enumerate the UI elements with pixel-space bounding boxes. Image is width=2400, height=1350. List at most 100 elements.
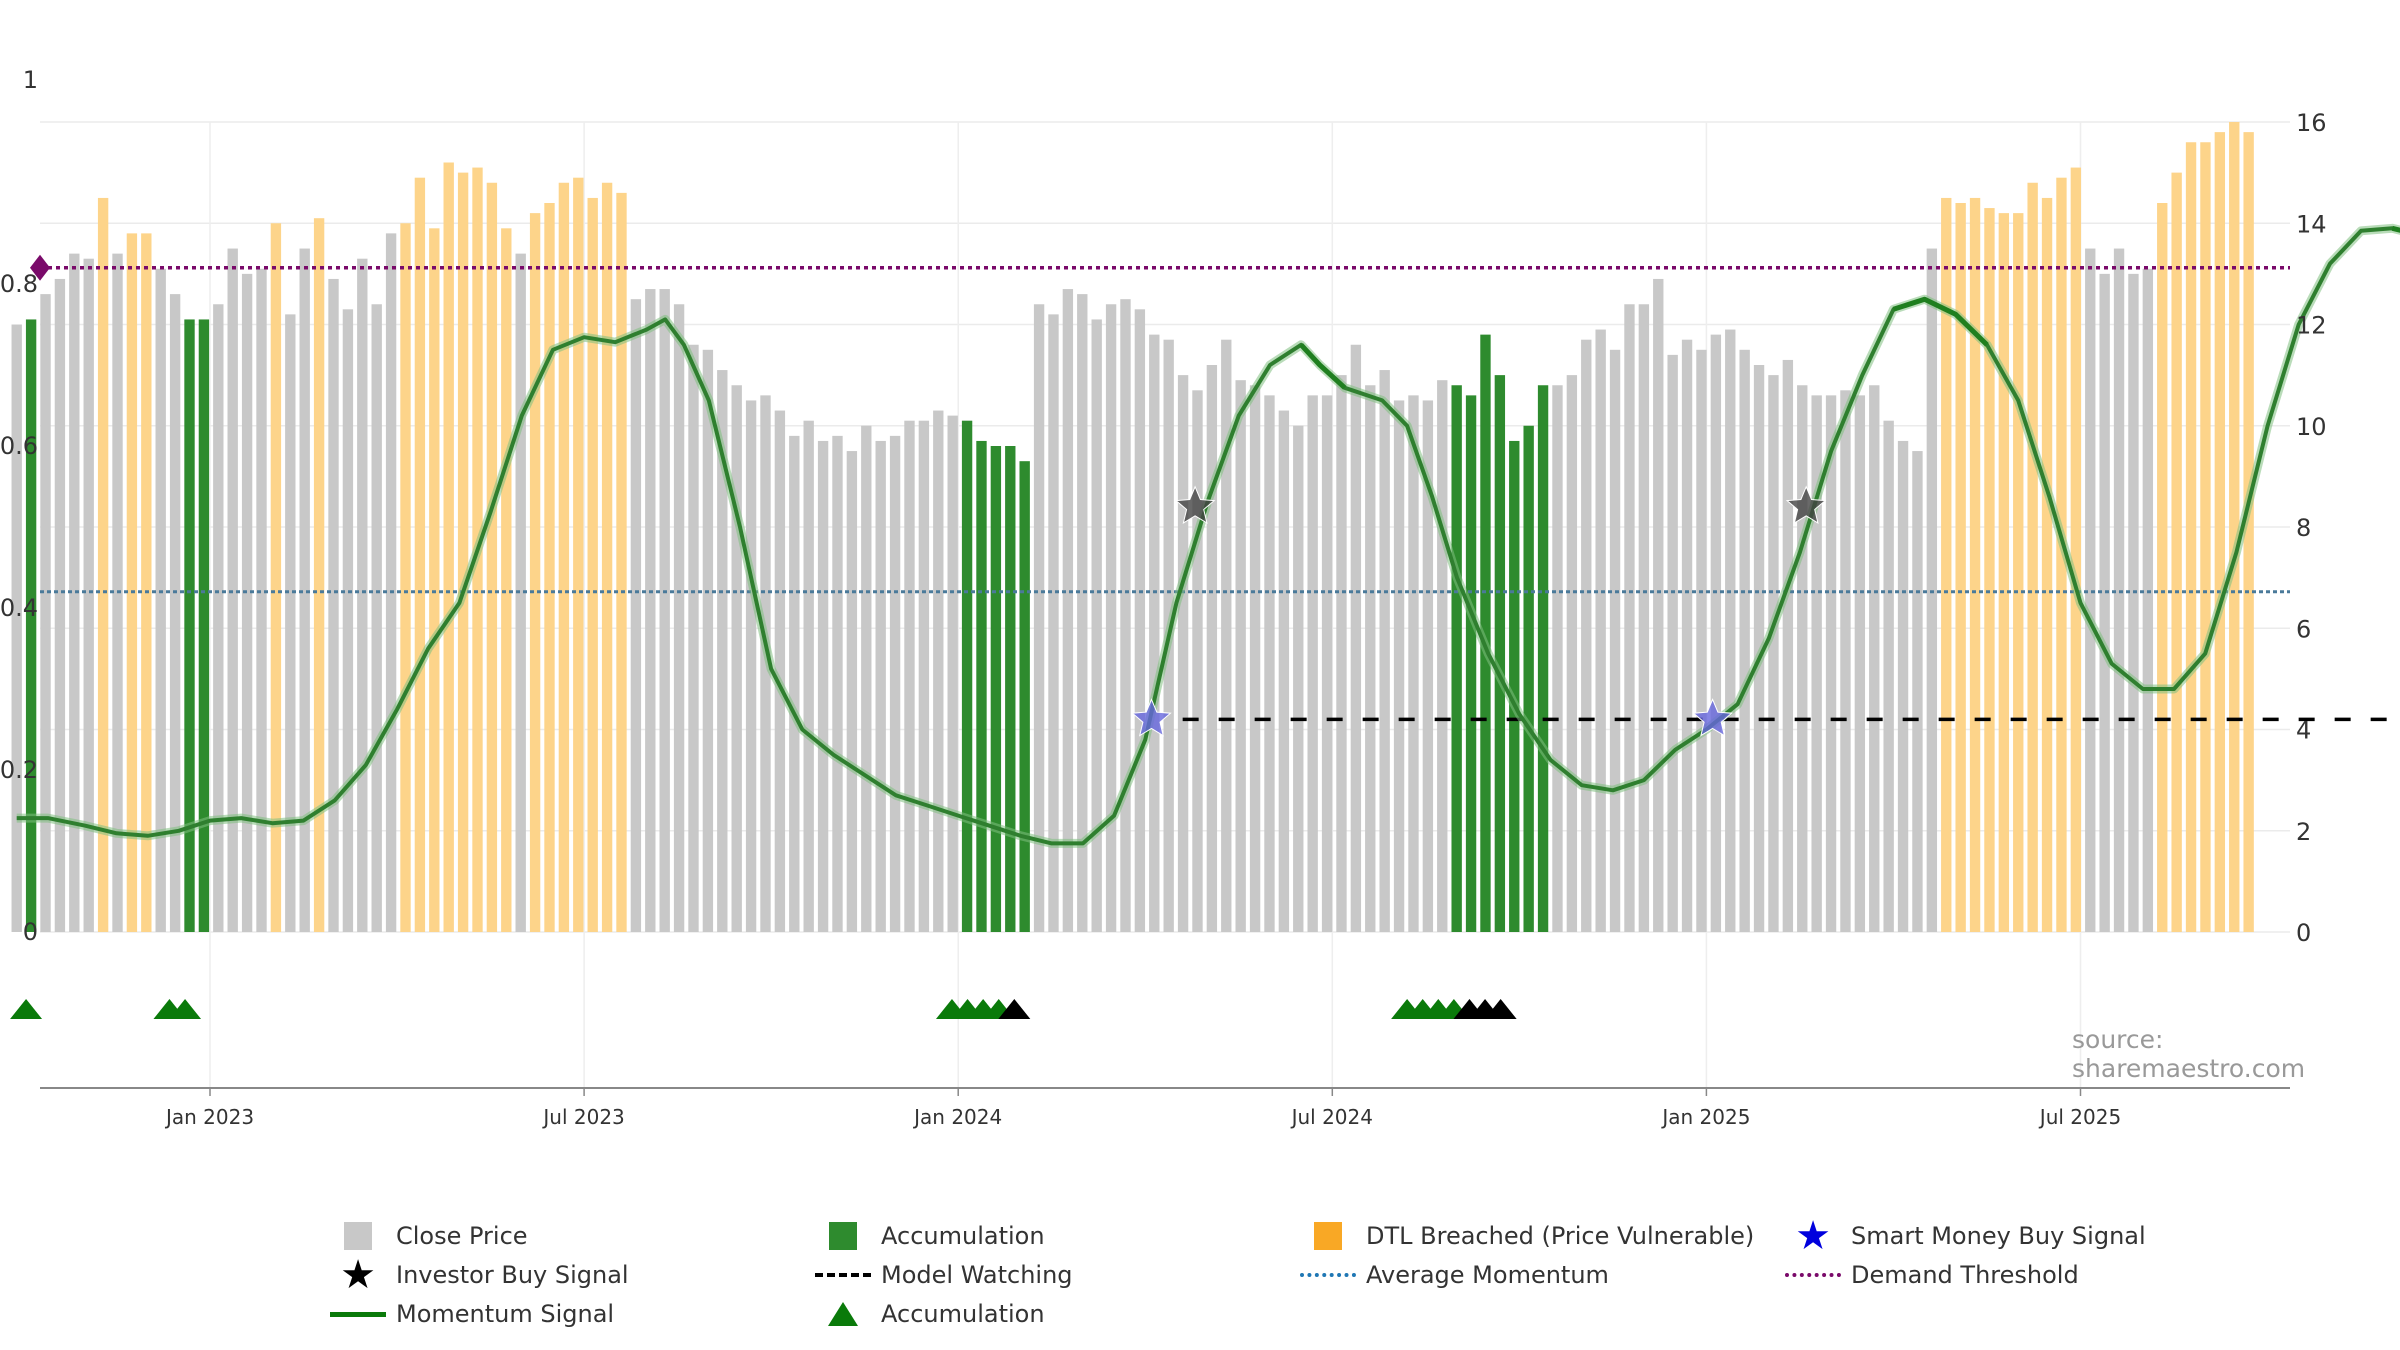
- bar-acc: [1005, 446, 1016, 932]
- overlay-lines: [16, 223, 2400, 848]
- bar-close: [1293, 425, 1304, 932]
- bar-dtl: [414, 177, 426, 932]
- bar-acc: [1537, 385, 1549, 932]
- bar-close: [1566, 375, 1578, 932]
- bar-dtl: [1969, 197, 1981, 932]
- bar-close: [1048, 314, 1059, 932]
- bar-close: [69, 253, 80, 932]
- bar-close: [1739, 349, 1750, 932]
- bar-dtl: [558, 182, 570, 932]
- bar-close: [1595, 329, 1606, 932]
- bar-close: [1393, 400, 1405, 932]
- bar-close: [1307, 395, 1318, 932]
- bar-close: [1365, 385, 1376, 932]
- right-y-tick-label: 6: [2296, 615, 2311, 643]
- bar-close: [1422, 400, 1434, 932]
- bar-close: [1206, 365, 1218, 932]
- bar-dtl: [544, 203, 555, 932]
- bar-close: [717, 370, 728, 932]
- left-y-tick-label: 0.4: [0, 594, 38, 622]
- accumulation-marker-7: [998, 999, 1031, 1019]
- bar-close: [1350, 344, 1362, 932]
- demand-threshold-diamond: [30, 254, 50, 281]
- bar-close: [904, 420, 915, 932]
- bar-acc: [990, 446, 1002, 932]
- bar-close: [1883, 420, 1894, 932]
- bar-close: [1264, 395, 1275, 932]
- bar-close: [745, 400, 757, 932]
- bar-close: [1926, 248, 1938, 932]
- momentum-signal-strong-1: [1892, 296, 1989, 347]
- bar-close: [1825, 395, 1837, 932]
- bar-dtl: [400, 223, 411, 932]
- x-tick-label: Jan 2024: [912, 1105, 1002, 1129]
- x-tick-label: Jan 2023: [164, 1105, 254, 1129]
- right-y-tick-label: 12: [2296, 312, 2327, 340]
- bar-dtl: [2200, 142, 2211, 932]
- bar-close: [673, 304, 685, 932]
- bar-dtl: [501, 228, 512, 932]
- accumulation-marker-0: [10, 999, 43, 1019]
- bar-close: [659, 289, 670, 932]
- bar-close: [1437, 380, 1448, 932]
- right-y-tick-label: 8: [2296, 514, 2311, 542]
- x-tick-label: Jan 2025: [1660, 1105, 1750, 1129]
- right-y-tick-label: 10: [2296, 413, 2327, 441]
- bar-close: [1192, 390, 1203, 932]
- bar-dtl: [2056, 177, 2067, 932]
- bar-close: [1912, 451, 1923, 932]
- bar-close: [1033, 304, 1045, 932]
- bar-dtl: [2229, 122, 2240, 932]
- bar-close: [1278, 410, 1290, 932]
- bar-close: [1653, 278, 1664, 932]
- bar-acc: [1509, 440, 1520, 932]
- right-y-tick-label: 16: [2296, 109, 2327, 137]
- bar-close: [1897, 440, 1909, 932]
- bar-close: [1681, 339, 1693, 932]
- bar-close: [1696, 349, 1707, 932]
- bar-acc: [961, 420, 973, 932]
- bar-close: [1120, 299, 1131, 932]
- bar-close: [385, 233, 397, 932]
- bar-dtl: [1955, 203, 1966, 932]
- signal-markers: [10, 485, 1827, 1019]
- bar-close: [169, 294, 181, 932]
- left-y-tick-label: 0.6: [0, 432, 38, 460]
- bar-close: [817, 440, 829, 932]
- bar-acc: [1523, 425, 1534, 932]
- bar-close: [1811, 395, 1822, 932]
- left-y-tick-label: 0.2: [0, 756, 38, 784]
- bar-close: [1840, 390, 1851, 932]
- bar-acc: [1480, 334, 1491, 932]
- bar-close: [1667, 354, 1678, 932]
- investor-buy-star-0: [1174, 485, 1216, 524]
- bar-close: [1797, 385, 1808, 932]
- investor-buy-star-1: [1785, 485, 1827, 524]
- bar-close: [688, 344, 699, 932]
- bar-acc: [184, 319, 195, 932]
- bar-dtl: [313, 218, 325, 932]
- bar-close: [2113, 248, 2125, 932]
- bar-acc: [1019, 461, 1030, 932]
- bar-dtl: [601, 182, 613, 932]
- right-y-tick-label: 14: [2296, 210, 2327, 238]
- bar-close: [947, 415, 958, 932]
- bar-dtl: [97, 197, 109, 932]
- bar-close: [630, 299, 642, 932]
- bar-close: [83, 258, 94, 932]
- bar-close: [889, 435, 901, 932]
- bar-close: [1149, 334, 1160, 932]
- x-tick-label: Jul 2024: [1290, 1105, 1373, 1129]
- bar-close: [342, 309, 354, 932]
- bar-close: [1321, 395, 1333, 932]
- bar-close: [40, 294, 51, 932]
- accumulation-marker-2: [169, 999, 202, 1019]
- smart-money-star-1: [1692, 698, 1733, 737]
- bar-close: [213, 304, 224, 932]
- accumulation-marker-14: [1484, 999, 1517, 1019]
- bar-acc: [976, 440, 987, 932]
- bar-close: [1624, 304, 1635, 932]
- bar-dtl: [2185, 142, 2197, 932]
- bar-close: [1062, 289, 1074, 932]
- bar-close: [357, 258, 368, 932]
